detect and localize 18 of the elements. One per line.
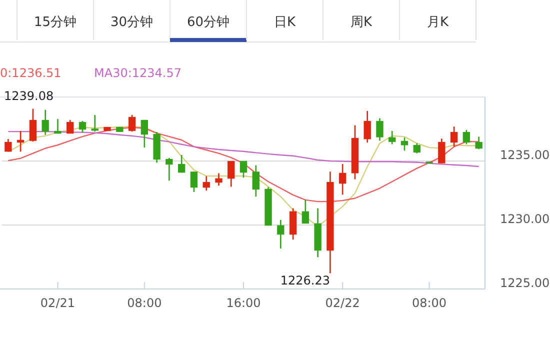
x-tick-label: 02/21: [40, 296, 76, 310]
y-tick-label: 1230.00: [500, 212, 550, 226]
text: 周K: [350, 15, 372, 30]
text: 30分钟: [110, 15, 154, 30]
text: 60分钟: [186, 15, 230, 30]
text: MA30:1234.57: [94, 66, 182, 80]
x-tick-label: 02/22: [325, 296, 360, 310]
text: 月K: [426, 15, 449, 30]
annotation: 1239.08: [4, 89, 54, 103]
x-tick-label: 08:00: [412, 296, 447, 310]
y-tick-label: 1225.00: [500, 276, 550, 290]
annotation: 1226.23: [280, 273, 330, 288]
x-tick-label: 08:00: [127, 296, 162, 310]
text: 日K: [274, 15, 296, 30]
text: 0:1236.51: [0, 66, 62, 80]
text: 15分钟: [34, 15, 77, 30]
x-tick-label: 16:00: [226, 296, 261, 310]
y-tick-label: 1235.00: [500, 148, 550, 162]
